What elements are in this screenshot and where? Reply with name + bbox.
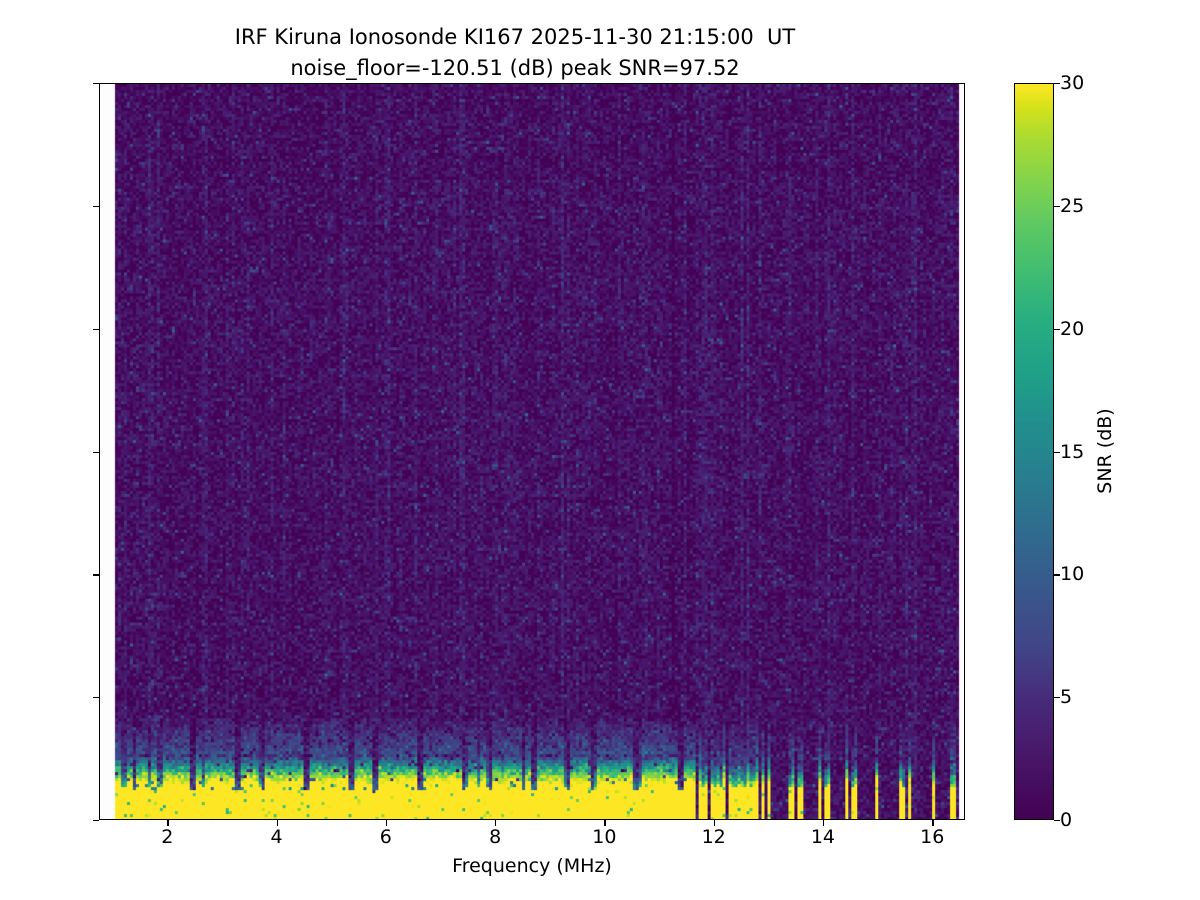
y-tick-mark [93, 697, 99, 699]
y-tick-mark [93, 83, 99, 85]
y-tick-mark [93, 205, 99, 208]
x-tick-mark [604, 820, 606, 826]
colorbar-label: SNR (dB) [1094, 408, 1116, 494]
ionogram-heatmap [100, 84, 964, 819]
x-tick-label: 6 [379, 826, 392, 848]
colorbar-gradient [1014, 83, 1054, 820]
colorbar-tick-label: 20 [1060, 317, 1085, 340]
title-line-2: noise_floor=-120.51 (dB) peak SNR=97.52 [290, 56, 740, 80]
colorbar-tick-mark [1054, 328, 1060, 330]
colorbar-tick-mark [1054, 205, 1060, 208]
x-tick-mark [932, 820, 934, 826]
colorbar-tick-label: 30 [1060, 72, 1085, 94]
colorbar-tick-label: 5 [1060, 686, 1073, 709]
x-tick-label: 14 [810, 826, 836, 848]
x-tick-label: 10 [592, 826, 617, 848]
colorbar-tick-mark [1054, 574, 1060, 576]
y-tick-mark [93, 451, 99, 453]
x-tick-label: 2 [161, 826, 174, 848]
colorbar-tick-label: 15 [1060, 440, 1085, 463]
x-tick-label: 16 [920, 826, 945, 848]
x-tick-mark [385, 820, 388, 826]
x-tick-mark [167, 820, 169, 826]
x-tick-label: 4 [270, 826, 283, 848]
x-tick-mark [822, 820, 825, 826]
title-line-1: IRF Kiruna Ionosonde KI167 2025-11-30 21… [234, 25, 796, 49]
x-tick-mark [276, 820, 278, 826]
y-tick-mark [93, 328, 99, 330]
x-tick-mark [713, 820, 715, 826]
heatmap-plot-area [99, 83, 965, 820]
y-tick-mark [93, 574, 99, 576]
colorbar-tick-label: 10 [1060, 563, 1085, 586]
colorbar-tick-mark [1054, 83, 1060, 85]
colorbar-tick-label: 25 [1060, 194, 1085, 217]
y-tick-mark [93, 820, 99, 822]
colorbar-tick-label: 0 [1060, 809, 1073, 831]
x-tick-label: 8 [489, 826, 502, 848]
colorbar-tick-mark [1054, 451, 1060, 453]
colorbar-tick-mark [1054, 820, 1060, 822]
x-tick-label: 12 [701, 826, 726, 848]
colorbar-tick-mark [1054, 697, 1060, 699]
figure-title: IRF Kiruna Ionosonde KI167 2025-11-30 21… [0, 22, 1030, 84]
x-tick-mark [495, 820, 497, 826]
x-axis-label: Frequency (MHz) [452, 855, 612, 877]
colorbar [1014, 83, 1054, 820]
